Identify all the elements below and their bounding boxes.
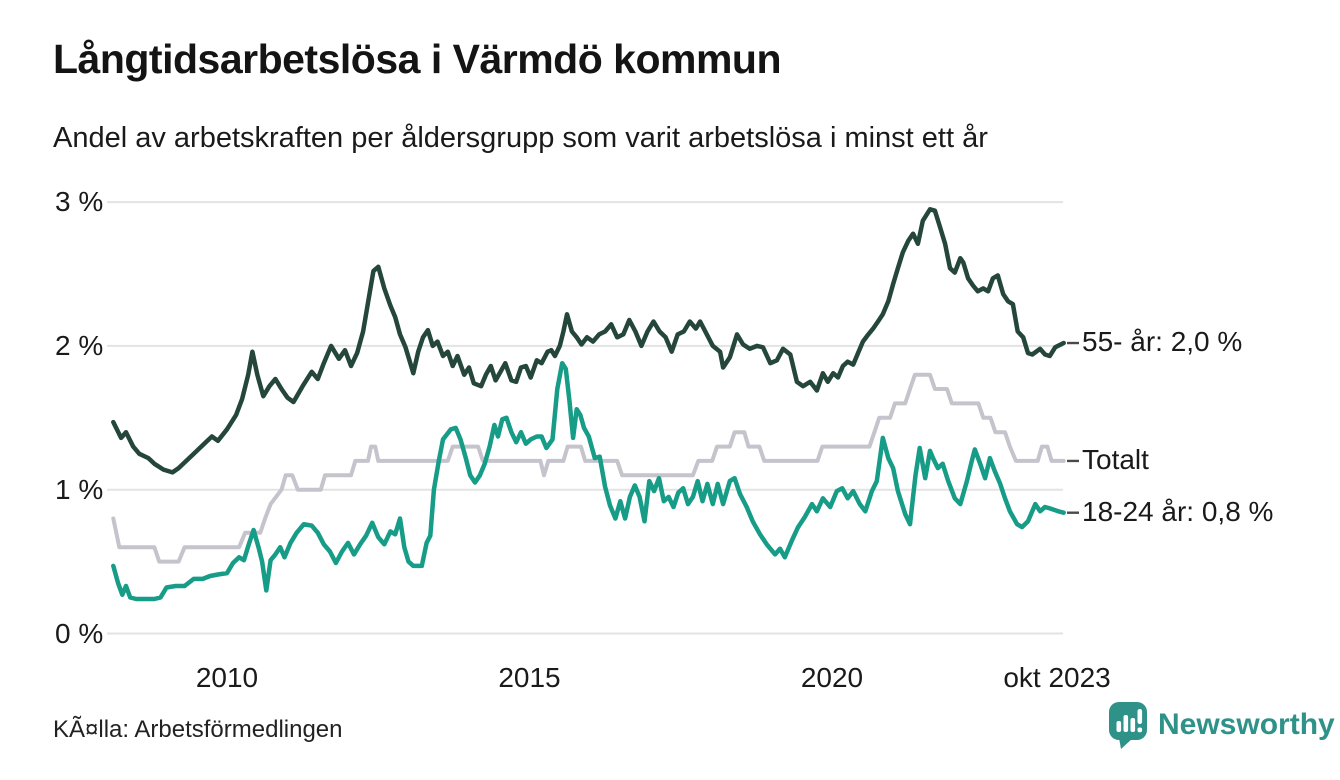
- source-attribution: KÃ¤lla: Arbetsförmedlingen: [53, 716, 343, 743]
- newsworthy-brand: Newsworthy: [1108, 700, 1335, 750]
- series-end-label-55: 55- år: 2,0 %: [1082, 326, 1243, 358]
- series-end-label-18-24: 18-24 år: 0,8 %: [1082, 495, 1274, 527]
- x-axis-tick-2010: 2010: [195, 662, 259, 693]
- x-axis-tick-2015: 2015: [498, 662, 561, 693]
- y-axis-tick-1: 1 %: [55, 473, 104, 505]
- chart-subtitle: Andel av arbetskraften per åldersgrupp s…: [53, 122, 988, 154]
- x-axis-tick-2020: 2020: [800, 662, 864, 693]
- y-axis-tick-2: 2 %: [55, 329, 104, 361]
- y-axis-tick-0: 0 %: [55, 617, 104, 649]
- newsworthy-brand-name: Newsworthy: [1158, 708, 1335, 741]
- page-title: Långtidsarbetslösa i Värmdö kommun: [53, 36, 782, 82]
- line-series-55-år: [111, 207, 1066, 475]
- line-series-Totalt: [111, 372, 1066, 564]
- series-end-label-totalt: Totalt: [1082, 443, 1149, 475]
- x-axis-tick-okt-2023: okt 2023: [1003, 662, 1111, 693]
- newsworthy-logo-icon: [1108, 700, 1150, 750]
- y-axis-tick-3: 3 %: [55, 186, 104, 218]
- line-series-18-24år: [111, 360, 1066, 602]
